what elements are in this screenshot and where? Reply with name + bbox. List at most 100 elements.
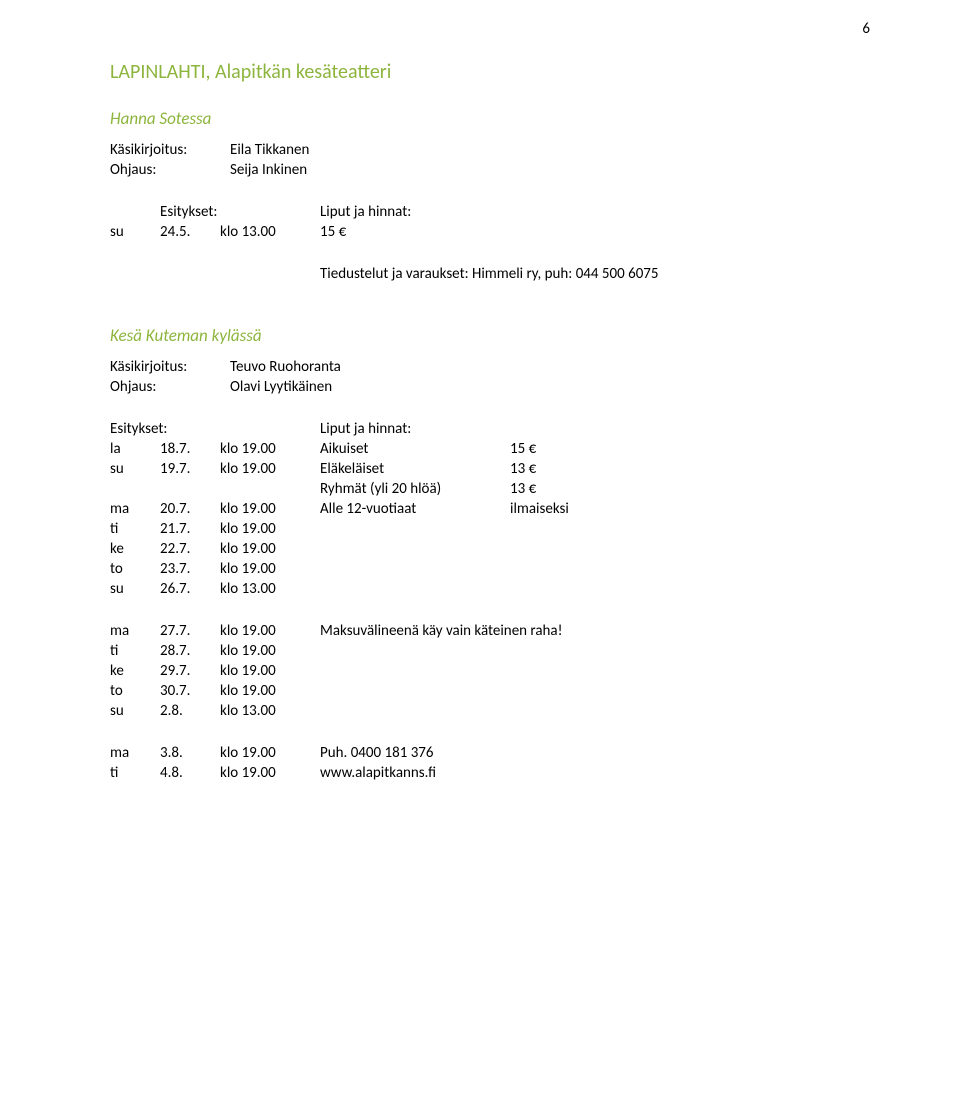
liput-label: Liput ja hinnat:	[320, 420, 510, 438]
price-value	[510, 682, 630, 700]
play-title: Kesä Kuteman kylässä	[110, 325, 870, 346]
schedule-row: ti28.7.klo 19.00	[110, 642, 870, 660]
day: ti	[110, 642, 160, 660]
schedule-row: su19.7.klo 19.00Eläkeläiset13 €	[110, 460, 870, 478]
time: klo 19.00	[220, 642, 320, 660]
price-label: Aikuiset	[320, 440, 510, 458]
credit-label: Käsikirjoitus:	[110, 358, 230, 376]
esitykset-label: Esitykset:	[160, 203, 320, 221]
price-label	[320, 662, 510, 680]
time: klo 19.00	[220, 520, 320, 538]
date: 27.7.	[160, 622, 220, 640]
price-label	[320, 702, 510, 720]
page-number: 6	[862, 20, 870, 38]
date: 30.7.	[160, 682, 220, 700]
date: 3.8.	[160, 744, 220, 762]
credit-row: Ohjaus: Olavi Lyytikäinen	[110, 378, 870, 396]
schedule-row: ma27.7.klo 19.00Maksuvälineenä käy vain …	[110, 622, 870, 640]
day: ke	[110, 540, 160, 558]
time	[220, 480, 320, 498]
credit-value: Olavi Lyytikäinen	[230, 378, 870, 396]
schedule-row: to23.7.klo 19.00	[110, 560, 870, 578]
time: klo 19.00	[220, 744, 320, 762]
price-label: Puh. 0400 181 376	[320, 744, 720, 762]
schedule-row: su 24.5. klo 13.00 15 €	[110, 223, 870, 241]
date: 20.7.	[160, 500, 220, 518]
price-label	[320, 560, 510, 578]
schedule-row: su26.7.klo 13.00	[110, 580, 870, 598]
price-label	[320, 682, 510, 700]
day: la	[110, 440, 160, 458]
esitykset-label: Esitykset:	[110, 420, 320, 438]
date: 28.7.	[160, 642, 220, 660]
day	[110, 480, 160, 498]
price-label: Eläkeläiset	[320, 460, 510, 478]
schedule-row: ke22.7.klo 19.00	[110, 540, 870, 558]
credit-value: Seija Inkinen	[230, 161, 870, 179]
price-value	[510, 580, 630, 598]
price-value	[510, 702, 630, 720]
price-value	[510, 520, 630, 538]
credit-value: Eila Tikkanen	[230, 141, 870, 159]
time: klo 19.00	[220, 460, 320, 478]
date: 18.7.	[160, 440, 220, 458]
price-label: Ryhmät (yli 20 hlöä)	[320, 480, 510, 498]
time: klo 19.00	[220, 540, 320, 558]
day: su	[110, 460, 160, 478]
day: su	[110, 223, 160, 241]
time: klo 19.00	[220, 622, 320, 640]
play-title: Hanna Sotessa	[110, 108, 870, 129]
schedule-row: Ryhmät (yli 20 hlöä)13 €	[110, 480, 870, 498]
day: ma	[110, 622, 160, 640]
date: 26.7.	[160, 580, 220, 598]
day: su	[110, 580, 160, 598]
date: 19.7.	[160, 460, 220, 478]
price-label: Maksuvälineenä käy vain käteinen raha!	[320, 622, 720, 640]
price-label: Alle 12-vuotiaat	[320, 500, 510, 518]
time: klo 19.00	[220, 440, 320, 458]
date: 23.7.	[160, 560, 220, 578]
price-label: www.alapitkanns.fi	[320, 764, 720, 782]
price-value	[510, 540, 630, 558]
schedule-row: ti4.8.klo 19.00www.alapitkanns.fi	[110, 764, 870, 782]
credit-value: Teuvo Ruohoranta	[230, 358, 870, 376]
schedule-row: ti21.7.klo 19.00	[110, 520, 870, 538]
credit-row: Ohjaus: Seija Inkinen	[110, 161, 870, 179]
price: 15 €	[320, 223, 510, 241]
day: ma	[110, 744, 160, 762]
credit-row: Käsikirjoitus: Eila Tikkanen	[110, 141, 870, 159]
price-value: 15 €	[510, 440, 630, 458]
price-value: 13 €	[510, 460, 630, 478]
schedule-row: ma3.8.klo 19.00Puh. 0400 181 376	[110, 744, 870, 762]
date	[160, 480, 220, 498]
date: 24.5.	[160, 223, 220, 241]
date: 4.8.	[160, 764, 220, 782]
credit-label: Ohjaus:	[110, 161, 230, 179]
enquiries: Tiedustelut ja varaukset: Himmeli ry, pu…	[320, 265, 870, 283]
date: 22.7.	[160, 540, 220, 558]
day: to	[110, 560, 160, 578]
schedule-header: Esitykset: Liput ja hinnat:	[110, 420, 870, 438]
time: klo 13.00	[220, 223, 320, 241]
date: 29.7.	[160, 662, 220, 680]
schedule-row: ma20.7.klo 19.00Alle 12-vuotiaatilmaisek…	[110, 500, 870, 518]
price-value: 13 €	[510, 480, 630, 498]
credit-row: Käsikirjoitus: Teuvo Ruohoranta	[110, 358, 870, 376]
time: klo 19.00	[220, 662, 320, 680]
time: klo 19.00	[220, 560, 320, 578]
schedule-header: Esitykset: Liput ja hinnat:	[110, 203, 870, 221]
price-value	[510, 662, 630, 680]
day: ti	[110, 764, 160, 782]
day: ke	[110, 662, 160, 680]
date: 2.8.	[160, 702, 220, 720]
credit-label: Ohjaus:	[110, 378, 230, 396]
price-value	[510, 642, 630, 660]
day: su	[110, 702, 160, 720]
section-heading: LAPINLAHTI, Alapitkän kesäteatteri	[110, 60, 870, 84]
time: klo 19.00	[220, 764, 320, 782]
time: klo 19.00	[220, 682, 320, 700]
time: klo 13.00	[220, 702, 320, 720]
time: klo 13.00	[220, 580, 320, 598]
price-label	[320, 520, 510, 538]
schedule-row: ke29.7.klo 19.00	[110, 662, 870, 680]
